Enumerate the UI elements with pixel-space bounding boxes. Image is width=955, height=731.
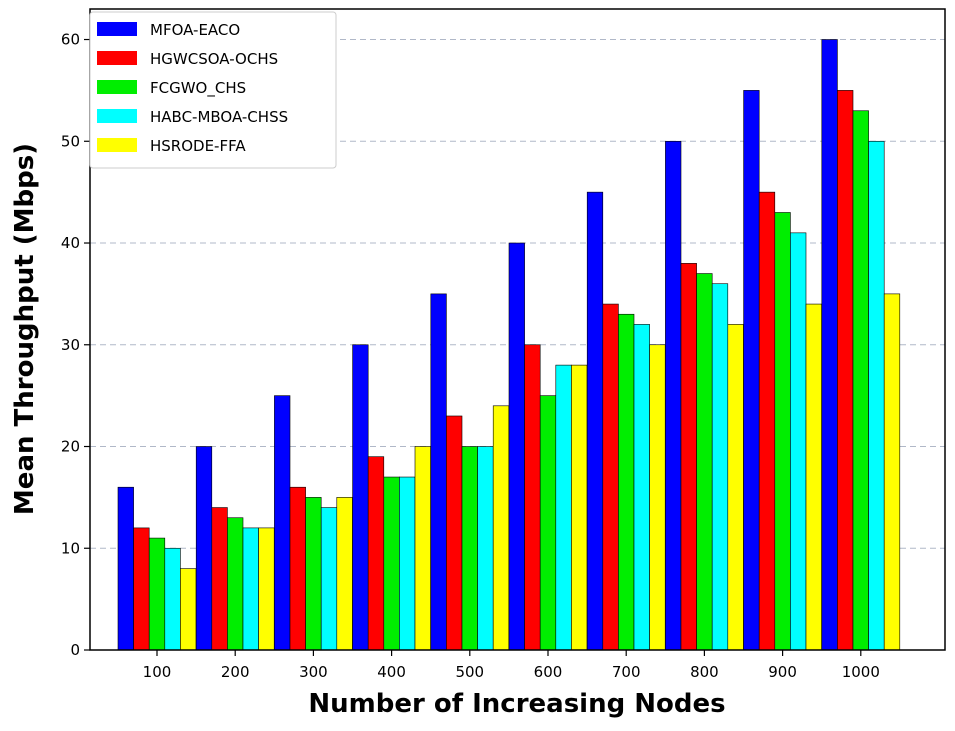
y-tick-label: 50 (61, 132, 80, 150)
bar-habc-mboa-chss-100 (164, 547, 181, 651)
legend-label: HGWCSOA-OCHS (150, 50, 278, 68)
bar-hsrode-ffa-900 (805, 303, 822, 651)
legend-label: MFOA-EACO (150, 21, 240, 39)
bar-mfoa-eaco-1000 (821, 39, 838, 651)
y-axis-ticks: 0 10 20 30 40 50 60 (61, 31, 90, 659)
bar-hsrode-ffa-700 (649, 344, 666, 651)
bar-hgwcsoa-ochs-1000 (837, 90, 854, 651)
bar-habc-mboa-chss-300 (320, 507, 338, 651)
bar-fcgwo-chs-100 (148, 537, 166, 651)
bar-fcgwo-chs-700 (618, 313, 635, 651)
plot-frame (89, 8, 946, 651)
bar-mfoa-eaco-500 (430, 293, 447, 651)
bar-hgwcsoa-ochs-800 (680, 263, 697, 651)
bar-habc-mboa-chss-1000 (868, 140, 885, 651)
bar-hsrode-ffa-200 (258, 527, 275, 651)
legend-box (89, 11, 337, 169)
bars (117, 39, 901, 651)
y-tick-label: 0 (70, 641, 80, 659)
bar-mfoa-eaco-100 (117, 486, 134, 651)
bar-mfoa-eaco-800 (665, 140, 682, 651)
bar-hsrode-ffa-300 (336, 497, 353, 651)
bar-hsrode-ffa-600 (571, 364, 588, 651)
bar-hsrode-ffa-100 (180, 568, 197, 651)
bar-habc-mboa-chss-600 (555, 364, 572, 651)
y-axis-title: Mean Throughput (Mbps) (10, 143, 40, 515)
bar-fcgwo-chs-600 (539, 395, 557, 651)
x-tick-label: 400 (377, 663, 406, 681)
x-tick-label: 500 (455, 663, 484, 681)
bar-hsrode-ffa-400 (414, 446, 431, 651)
bar-hsrode-ffa-1000 (883, 293, 901, 651)
bar-fcgwo-chs-500 (461, 446, 478, 651)
bar-hgwcsoa-ochs-500 (446, 415, 463, 651)
bar-hgwcsoa-ochs-300 (289, 486, 306, 651)
x-tick-label: 200 (221, 663, 250, 681)
bar-hsrode-ffa-500 (492, 405, 510, 651)
legend-swatch (97, 80, 137, 94)
x-tick-label: 300 (299, 663, 328, 681)
x-tick-label: 900 (768, 663, 797, 681)
bar-mfoa-eaco-300 (274, 395, 291, 651)
x-tick-label: 100 (143, 663, 172, 681)
bar-fcgwo-chs-400 (383, 476, 400, 651)
x-tick-label: 600 (534, 663, 563, 681)
x-tick-label: 700 (612, 663, 641, 681)
bar-hgwcsoa-ochs-100 (133, 527, 150, 651)
bar-hgwcsoa-ochs-400 (367, 456, 385, 651)
x-tick-label: 800 (690, 663, 719, 681)
legend-label: HABC-MBOA-CHSS (150, 108, 288, 126)
bar-mfoa-eaco-900 (743, 90, 760, 651)
bar-mfoa-eaco-600 (508, 242, 525, 651)
bar-hgwcsoa-ochs-600 (524, 344, 541, 651)
bar-habc-mboa-chss-900 (790, 232, 807, 651)
bar-habc-mboa-chss-800 (711, 283, 729, 651)
bar-habc-mboa-chss-700 (633, 324, 650, 651)
bar-hgwcsoa-ochs-700 (602, 303, 619, 651)
bar-mfoa-eaco-400 (352, 344, 369, 651)
y-tick-label: 30 (61, 336, 80, 354)
y-tick-label: 40 (61, 234, 80, 252)
y-tick-label: 60 (61, 31, 80, 49)
x-tick-label: 1000 (842, 663, 880, 681)
bar-fcgwo-chs-200 (227, 517, 244, 651)
legend-swatch (97, 51, 137, 65)
bar-hgwcsoa-ochs-900 (758, 191, 776, 651)
legend: MFOA-EACO HGWCSOA-OCHS FCGWO_CHS HABC-MBOA-… (89, 11, 337, 169)
bar-mfoa-eaco-700 (586, 191, 604, 651)
bar-habc-mboa-chss-200 (242, 527, 259, 651)
legend-swatch (97, 109, 137, 123)
bar-fcgwo-chs-1000 (852, 110, 869, 651)
y-tick-label: 10 (61, 539, 80, 557)
bar-fcgwo-chs-900 (774, 212, 791, 651)
legend-label: FCGWO_CHS (150, 79, 246, 98)
bar-hgwcsoa-ochs-200 (211, 507, 228, 651)
bar-hsrode-ffa-800 (727, 324, 744, 651)
bar-mfoa-eaco-200 (195, 446, 213, 651)
legend-swatch (97, 138, 137, 152)
legend-swatch (97, 22, 137, 36)
legend-label: HSRODE-FFA (150, 137, 246, 155)
x-axis-ticks: 100 200 300 400 500 600 700 800 900 1000 (143, 650, 880, 681)
y-tick-label: 20 (61, 438, 80, 456)
bar-fcgwo-chs-800 (696, 273, 713, 651)
x-axis-title: Number of Increasing Nodes (308, 689, 725, 719)
bar-habc-mboa-chss-500 (477, 446, 494, 651)
bar-fcgwo-chs-300 (305, 497, 322, 651)
bar-habc-mboa-chss-400 (399, 476, 416, 651)
